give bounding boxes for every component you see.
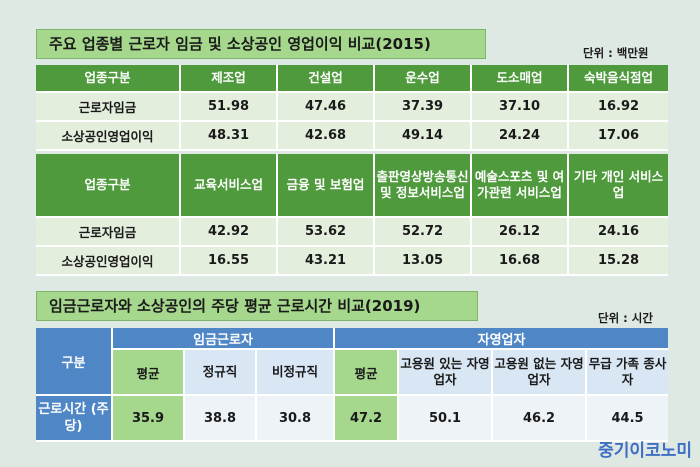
value-cell: 16.92	[569, 93, 668, 122]
sub-header-cell: 고용원 있는 자영업자	[399, 350, 494, 396]
sub-header-cell: 평균	[113, 350, 185, 396]
header-cell: 업종구분	[36, 65, 181, 93]
value-cell: 43.21	[278, 247, 375, 276]
section1-unit: 단위 : 백만원	[583, 46, 649, 60]
value-cell: 24.16	[569, 218, 668, 247]
sub-header-cell: 비정규직	[257, 350, 336, 396]
value-cell: 48.31	[181, 122, 278, 151]
sub-header-cell: 정규직	[185, 350, 257, 396]
value-cell: 50.1	[399, 396, 494, 442]
wage-profit-table-2: 업종구분 교육서비스업 금융 및 보험업 출판영상방송통신 및 정보서비스업 예…	[36, 154, 668, 276]
value-cell: 47.46	[278, 93, 375, 122]
value-cell: 42.92	[181, 218, 278, 247]
header-cell: 건설업	[278, 65, 375, 93]
value-cell: 51.98	[181, 93, 278, 122]
value-cell: 13.05	[375, 247, 472, 276]
table-row: 근로자임금 51.98 47.46 37.39 37.10 16.92	[36, 93, 668, 122]
header-cell: 숙박음식점업	[569, 65, 668, 93]
row-label: 소상공인영업이익	[36, 122, 181, 151]
row-header-cell: 구분	[36, 328, 113, 396]
section2-unit: 단위 : 시간	[598, 311, 653, 325]
sub-header-cell: 고용원 없는 자영업자	[493, 350, 588, 396]
row-label: 근로시간 (주당)	[36, 396, 113, 442]
value-cell: 26.12	[472, 218, 569, 247]
table-row: 근로자임금 42.92 53.62 52.72 26.12 24.16	[36, 218, 668, 247]
value-cell: 37.10	[472, 93, 569, 122]
header-cell: 운수업	[375, 65, 472, 93]
section2-title: 임금근로자와 소상공인의 주당 평균 근로시간 비교(2019)	[36, 291, 478, 321]
value-cell: 35.9	[113, 396, 185, 442]
row-label: 소상공인영업이익	[36, 247, 181, 276]
value-cell: 46.2	[493, 396, 588, 442]
value-cell: 52.72	[375, 218, 472, 247]
header-cell: 예술스포츠 및 여가관련 서비스업	[472, 154, 569, 218]
section1-title: 주요 업종별 근로자 임금 및 소상공인 영업이익 비교(2015)	[36, 29, 486, 59]
value-cell: 47.2	[335, 396, 400, 442]
sub-header-cell: 평균	[335, 350, 400, 396]
value-cell: 15.28	[569, 247, 668, 276]
header-cell: 금융 및 보험업	[278, 154, 375, 218]
header-cell: 기타 개인 서비스업	[569, 154, 668, 218]
value-cell: 30.8	[257, 396, 336, 442]
table-row: 근로시간 (주당) 35.9 38.8 30.8 47.2 50.1 46.2 …	[36, 396, 669, 442]
value-cell: 49.14	[375, 122, 472, 151]
value-cell: 16.55	[181, 247, 278, 276]
value-cell: 16.68	[472, 247, 569, 276]
work-hours-table: 구분 임금근로자 자영업자 평균 정규직 비정규직 평균 고용원 있는 자영업자…	[36, 328, 669, 442]
wage-profit-table-1: 업종구분 제조업 건설업 운수업 도소매업 숙박음식점업 근로자임금 51.98…	[36, 65, 668, 151]
group-header-self-employed: 자영업자	[335, 328, 669, 350]
value-cell: 44.5	[587, 396, 669, 442]
group-header-wage-workers: 임금근로자	[113, 328, 336, 350]
header-cell: 출판영상방송통신 및 정보서비스업	[375, 154, 472, 218]
value-cell: 17.06	[569, 122, 668, 151]
brand-logo: 중기이코노미	[598, 441, 692, 461]
header-cell: 제조업	[181, 65, 278, 93]
table-row: 소상공인영업이익 16.55 43.21 13.05 16.68 15.28	[36, 247, 668, 276]
value-cell: 38.8	[185, 396, 257, 442]
sub-header-cell: 무급 가족 종사자	[587, 350, 669, 396]
value-cell: 42.68	[278, 122, 375, 151]
row-label: 근로자임금	[36, 218, 181, 247]
table-row: 소상공인영업이익 48.31 42.68 49.14 24.24 17.06	[36, 122, 668, 151]
header-cell: 업종구분	[36, 154, 181, 218]
value-cell: 37.39	[375, 93, 472, 122]
header-cell: 교육서비스업	[181, 154, 278, 218]
value-cell: 24.24	[472, 122, 569, 151]
value-cell: 53.62	[278, 218, 375, 247]
header-cell: 도소매업	[472, 65, 569, 93]
row-label: 근로자임금	[36, 93, 181, 122]
